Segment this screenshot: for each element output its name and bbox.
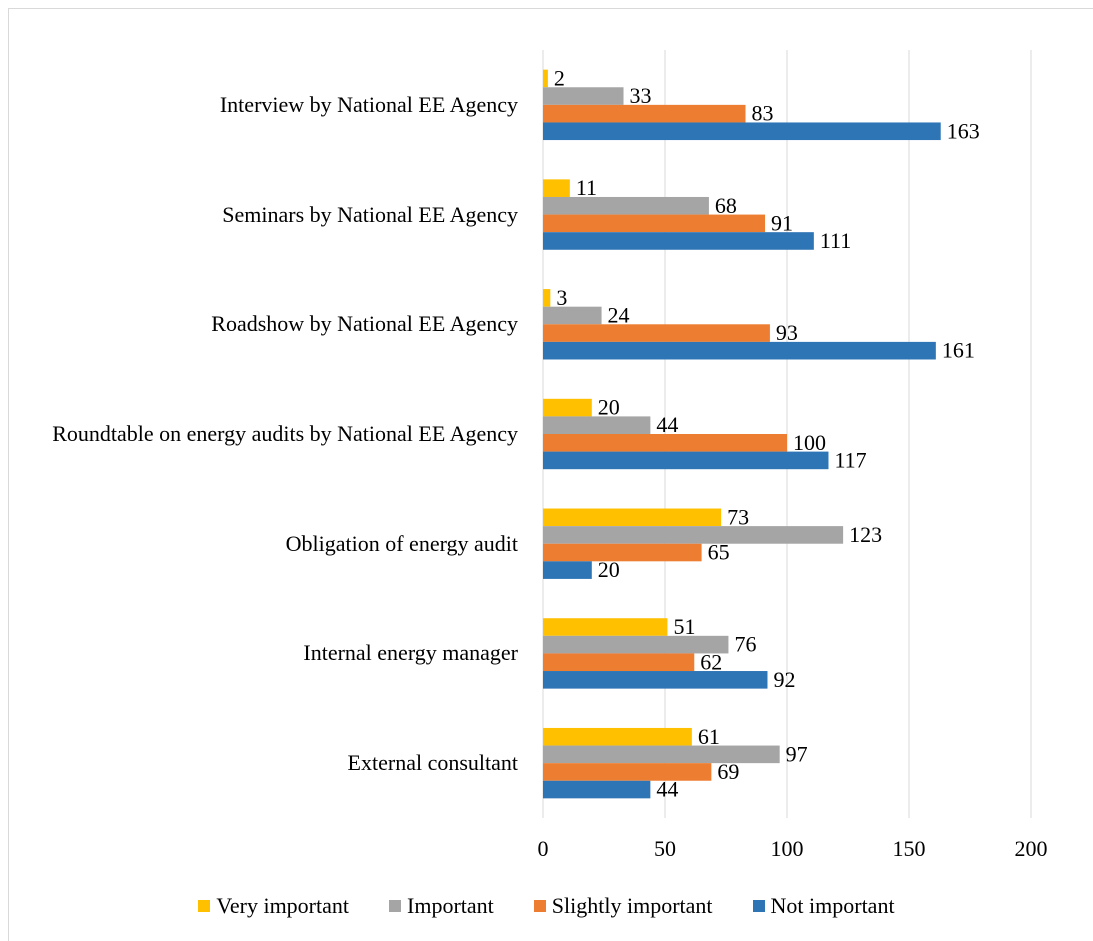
legend-swatch (198, 900, 211, 912)
bar (543, 398, 592, 417)
value-label: 100 (793, 430, 826, 455)
value-label: 44 (656, 777, 678, 802)
category-label: Obligation of energy audit (285, 530, 518, 556)
category-label: Roundtable on energy audits by National … (52, 421, 518, 446)
bar (543, 324, 770, 342)
legend-item: Very important (198, 893, 349, 919)
value-label: 161 (942, 338, 975, 363)
value-label: 65 (708, 540, 730, 565)
value-label: 117 (834, 447, 866, 472)
bar (543, 526, 844, 544)
legend-label: Very important (216, 893, 350, 918)
value-label: 33 (630, 83, 652, 108)
value-label: 20 (598, 557, 620, 582)
legend-swatch (389, 900, 402, 912)
bar (543, 780, 651, 799)
category-label: Internal energy manager (303, 640, 518, 666)
bar (543, 341, 936, 360)
bar (543, 635, 729, 654)
value-label: 97 (786, 741, 808, 766)
value-label: 44 (656, 412, 678, 437)
bar (543, 306, 602, 325)
value-label: 69 (717, 759, 739, 784)
legend-swatch (752, 900, 765, 912)
x-tick-label: 0 (538, 836, 549, 861)
category-label: Roadshow by National EE Agency (211, 311, 518, 337)
bar (543, 508, 722, 527)
bar (543, 434, 787, 452)
value-label: 111 (820, 228, 851, 253)
bar (543, 104, 746, 123)
value-label: 83 (752, 101, 774, 126)
bar (543, 214, 766, 233)
value-label: 61 (698, 724, 720, 749)
bar (543, 416, 651, 434)
bar (543, 653, 695, 672)
legend-swatch (533, 900, 546, 912)
value-label: 3 (556, 285, 567, 310)
category-label: Seminars by National EE Agency (222, 201, 518, 227)
value-label: 92 (773, 667, 795, 692)
value-label: 76 (734, 632, 756, 657)
value-label: 91 (771, 210, 793, 235)
value-label: 2 (554, 66, 565, 91)
category-label: External consultant (347, 750, 518, 776)
legend-label: Not important (770, 893, 895, 918)
bar (543, 196, 709, 215)
bar (543, 745, 780, 764)
chart-border (8, 8, 1093, 941)
x-tick-label: 150 (893, 836, 926, 861)
value-label: 123 (849, 522, 882, 547)
value-label: 73 (727, 504, 749, 529)
bar (543, 451, 829, 470)
legend-item: Not important (752, 893, 895, 919)
legend-item: Important (389, 893, 494, 919)
x-tick-label: 50 (654, 836, 676, 861)
bar (543, 232, 814, 250)
legend: Very important Important Slightly importan… (0, 893, 1093, 919)
x-tick-label: 100 (771, 836, 804, 861)
value-label: 20 (598, 395, 620, 420)
value-label: 11 (576, 175, 597, 200)
x-tick-label: 200 (1015, 836, 1048, 861)
bar (543, 87, 624, 105)
bar (543, 289, 551, 307)
bar (543, 671, 768, 689)
value-label: 62 (700, 649, 722, 674)
value-label: 93 (776, 320, 798, 345)
value-label: 24 (608, 303, 630, 328)
value-label: 68 (715, 193, 737, 218)
bar (543, 122, 941, 141)
legend-label: Important (407, 893, 494, 918)
category-label: Interview by National EE Agency (219, 91, 518, 117)
value-label: 163 (947, 118, 980, 143)
bar (543, 763, 712, 781)
bar (543, 618, 668, 636)
bar (543, 543, 702, 562)
bar (543, 69, 548, 88)
value-label: 51 (673, 614, 695, 639)
legend-label: Slightly important (551, 893, 713, 918)
legend-item: Slightly important (533, 893, 713, 919)
bar (543, 727, 692, 746)
bar (543, 561, 592, 579)
bar (543, 179, 570, 197)
